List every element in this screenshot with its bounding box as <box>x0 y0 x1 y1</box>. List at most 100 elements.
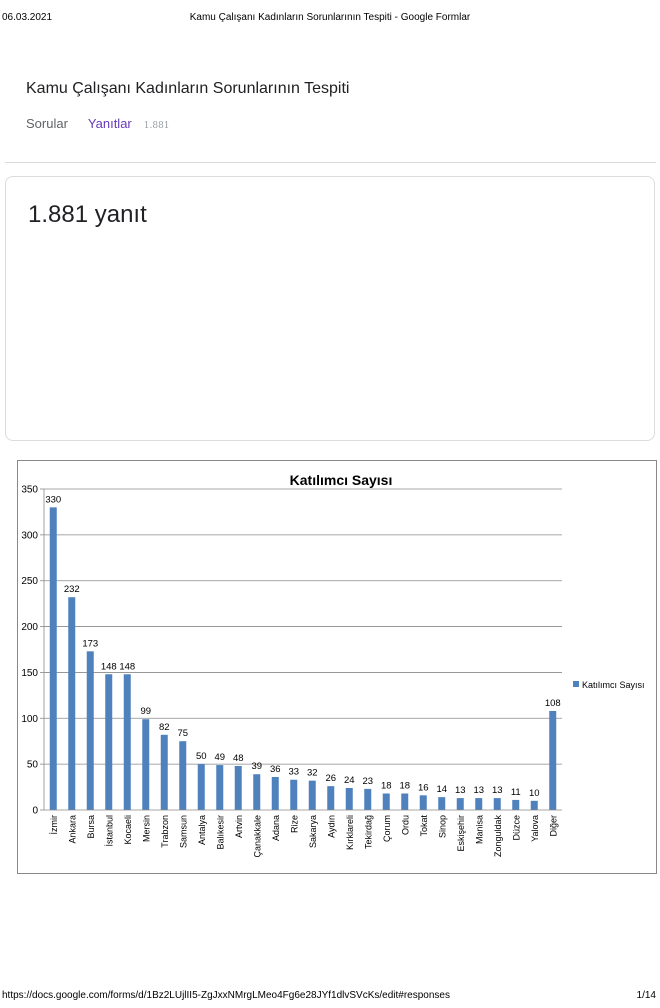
x-tick-label: Aydın <box>326 815 336 838</box>
bar <box>49 507 57 810</box>
chart-title: Katılımcı Sayısı <box>290 472 393 488</box>
y-tick-label: 100 <box>21 714 38 725</box>
bar <box>475 798 483 810</box>
x-tick-label: Bursa <box>86 815 96 839</box>
bar <box>438 797 446 810</box>
bar <box>68 597 76 810</box>
response-count: 1.881 yanıt <box>28 201 147 228</box>
x-tick-label: Düzce <box>511 815 521 841</box>
y-tick-label: 0 <box>32 806 38 817</box>
data-label: 33 <box>288 767 299 778</box>
x-tick-label: Diğer <box>548 815 558 837</box>
print-date: 06.03.2021 <box>2 12 53 23</box>
bar <box>382 793 390 810</box>
tab-responses[interactable]: Yanıtlar <box>87 116 132 131</box>
bar <box>86 651 94 810</box>
y-tick-label: 250 <box>21 576 38 587</box>
tab-questions[interactable]: Sorular <box>26 116 68 131</box>
data-label: 232 <box>64 584 80 595</box>
data-label: 75 <box>177 728 188 739</box>
bar <box>216 765 224 810</box>
bar <box>530 800 538 810</box>
bar <box>142 719 150 810</box>
bar <box>123 674 131 810</box>
x-tick-label: Mersin <box>141 815 151 842</box>
responses-count-badge: 1.881 <box>143 121 170 131</box>
x-tick-label: Tokat <box>419 815 429 837</box>
data-label: 108 <box>545 698 561 709</box>
x-tick-label: Sinop <box>437 815 447 838</box>
data-label: 13 <box>492 785 503 796</box>
bar <box>345 787 353 810</box>
bar <box>401 793 409 810</box>
x-tick-label: Artvin <box>234 815 244 838</box>
bars <box>49 507 557 810</box>
bar <box>493 798 501 810</box>
y-tick-label: 50 <box>27 760 39 771</box>
x-tick-label: Trabzon <box>160 815 170 848</box>
form-title: Kamu Çalışanı Kadınların Sorunlarının Te… <box>26 80 350 97</box>
x-tick-label: Balıkesir <box>215 815 225 850</box>
x-tick-label: İzmir <box>49 815 59 835</box>
bar <box>197 764 205 810</box>
legend-swatch <box>573 681 579 687</box>
bar <box>271 776 279 810</box>
data-label: 49 <box>214 752 225 763</box>
data-label: 18 <box>399 780 410 791</box>
bar-chart: 0 50 100 150 200 250 300 350 330 232 173 148 148 99 8… <box>21 472 645 858</box>
bar <box>253 774 261 810</box>
data-label: 32 <box>307 768 318 779</box>
print-title: Kamu Çalışanı Kadınların Sorunlarının Te… <box>189 12 471 23</box>
data-label: 26 <box>325 773 336 784</box>
data-label: 39 <box>251 761 262 772</box>
bar <box>234 765 242 810</box>
bar <box>308 780 316 810</box>
data-label: 13 <box>455 785 466 796</box>
x-tick-label: Adana <box>271 815 281 841</box>
x-tick-label: Samsun <box>178 815 188 848</box>
y-tick-label: 300 <box>21 530 38 541</box>
y-tick-label: 350 <box>21 485 38 496</box>
bar <box>160 734 168 810</box>
form-tabs: Sorular Yanıtlar 1.881 <box>26 116 170 131</box>
data-label: 13 <box>473 785 484 796</box>
x-tick-label: Kırklareli <box>345 815 355 850</box>
bar <box>327 786 335 810</box>
x-tick-label: Yalova <box>530 815 540 842</box>
data-label: 11 <box>511 787 521 798</box>
x-tick-label: Eskişehir <box>456 815 466 852</box>
chart-legend: Katılımcı Sayısı <box>573 680 645 690</box>
data-label: 14 <box>436 784 447 795</box>
data-label: 82 <box>159 722 170 733</box>
data-label: 330 <box>45 494 61 505</box>
x-tick-label: Çanakkale <box>252 815 262 858</box>
data-label: 23 <box>362 776 373 787</box>
bar <box>105 674 113 810</box>
data-label: 36 <box>270 764 281 775</box>
y-tick-label: 150 <box>21 668 38 679</box>
x-tick-label: Çorum <box>382 815 392 842</box>
data-label: 24 <box>344 775 355 786</box>
bar <box>290 779 298 810</box>
chart-frame: 0 50 100 150 200 250 300 350 330 232 173 148 148 99 8… <box>17 460 657 874</box>
data-label: 148 <box>119 661 135 672</box>
bar <box>179 741 187 810</box>
x-tick-label: Sakarya <box>308 815 318 848</box>
tabs-divider <box>5 162 656 163</box>
y-tick-label: 200 <box>21 622 38 633</box>
summary-card: 1.881 yanıt <box>5 176 655 441</box>
data-label: 10 <box>529 788 540 799</box>
data-labels: 330 232 173 148 148 99 82 75 50 49 48 39 36 33 32 26 24 2… <box>45 494 560 798</box>
x-tick-labels: İzmir Ankara Bursa İstanbul Kocaeli Mersin Tra… <box>49 815 559 858</box>
data-label: 50 <box>196 751 207 762</box>
bar <box>549 710 557 810</box>
data-label: 148 <box>101 661 117 672</box>
x-tick-label: Kocaeli <box>123 815 133 845</box>
bar <box>456 798 464 810</box>
page-url: https://docs.google.com/forms/d/1Bz2LUjl… <box>2 990 450 1001</box>
bar <box>512 799 520 810</box>
x-tick-label: Ankara <box>67 815 77 844</box>
x-tick-label: Rize <box>289 815 299 833</box>
page-number: 1/14 <box>636 990 656 1001</box>
data-label: 173 <box>82 638 98 649</box>
